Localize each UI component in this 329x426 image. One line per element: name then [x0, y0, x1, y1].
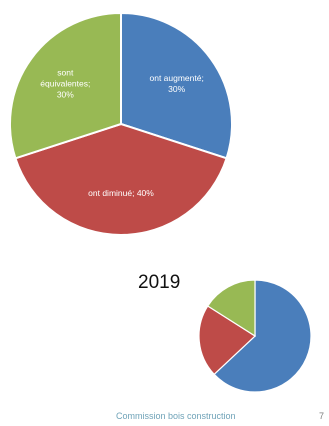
page-number: 7: [319, 411, 325, 421]
pie1-data-label-1: ont augmenté; 30%: [149, 73, 203, 94]
pie1-slice-3: [9, 11, 122, 160]
footer-text: Commission bois construction: [116, 411, 236, 421]
pie1-slice-2: [14, 122, 228, 236]
pie2-slice-3: [206, 279, 256, 338]
pie1-slice-1: [120, 11, 233, 160]
pie1-data-label-2: ont diminué; 40%: [88, 188, 154, 198]
pie2-slice-2: [198, 305, 256, 376]
pie1-data-label-3: sont équivalentes; 30%: [40, 68, 90, 100]
pie2-slice-1: [213, 279, 312, 393]
small-pie-title: 2019: [138, 272, 181, 293]
